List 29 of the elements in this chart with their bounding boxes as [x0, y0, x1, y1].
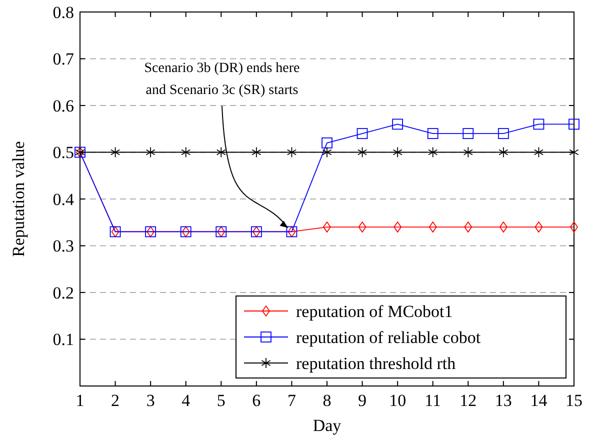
x-axis-title: Day: [312, 416, 342, 435]
legend-label: reputation of MCobot1: [296, 302, 453, 321]
x-tick-label: 9: [358, 391, 367, 410]
x-tick-label: 5: [216, 391, 226, 410]
x-tick-label: 3: [146, 391, 155, 410]
legend-label: reputation of reliable cobot: [296, 328, 481, 347]
x-tick-label: 15: [566, 391, 582, 410]
x-tick-label: 13: [494, 391, 512, 410]
y-axis-title: Reputation value: [9, 141, 28, 257]
x-tick-label: 1: [76, 391, 84, 410]
y-tick-label: 0.4: [52, 190, 74, 209]
x-tick-label: 6: [252, 391, 261, 410]
x-tick-label: 7: [287, 391, 296, 410]
x-tick-label: 8: [322, 391, 332, 410]
x-tick-label: 14: [530, 391, 548, 410]
y-tick-label: 0.7: [52, 50, 74, 69]
y-tick-label: 0.5: [52, 143, 74, 162]
x-tick-label: 4: [182, 391, 191, 410]
x-tick-label: 11: [424, 391, 442, 410]
x-tick-label: 2: [111, 391, 120, 410]
x-tick-label: 12: [460, 391, 477, 410]
annotation: Scenario 3b (DR) ends here and Scenario 3c (SR) starts: [144, 61, 300, 98]
y-tick-label: 0.1: [52, 330, 74, 350]
y-tick-label: 0.3: [52, 236, 74, 256]
y-tick-label: 0.8: [52, 2, 74, 22]
x-tick-label: 10: [389, 391, 406, 410]
y-tick-label: 0.2: [52, 283, 74, 302]
y-tick-label: 0.6: [52, 96, 74, 116]
legend-label: reputation threshold rth: [296, 354, 456, 373]
